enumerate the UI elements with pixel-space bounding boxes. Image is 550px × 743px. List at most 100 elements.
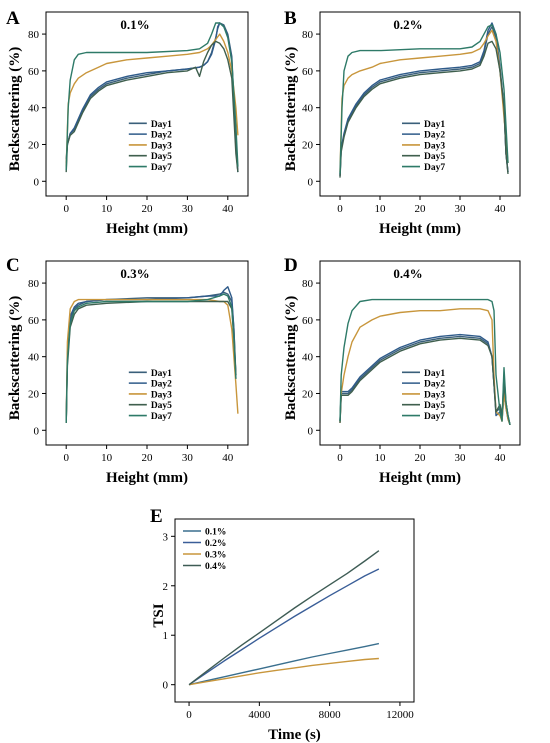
series-line-day2 (65, 286, 237, 423)
x-tick-label: 30 (182, 203, 194, 215)
legend-label: Day3 (151, 141, 172, 151)
plot-frame (174, 518, 415, 703)
legend-label: 0.4% (205, 562, 226, 572)
panel-e: 0 4000 8000 12000 0 1 2 3 Time (s) TSI E 0.1%0.2% 0.… (150, 506, 415, 743)
y-tick-label: 20 (28, 388, 40, 400)
plot-frame (45, 260, 249, 446)
x-tick-label: 0 (63, 203, 69, 215)
y-tick-label: 60 (28, 66, 40, 78)
y-tick-label: 20 (28, 139, 40, 151)
y-axis-label: Backscattering (%) (283, 296, 299, 421)
series-group (339, 298, 511, 426)
series-line-day5 (339, 40, 509, 178)
y-axis-label: TSI (151, 603, 167, 627)
legend-label: Day7 (151, 412, 172, 422)
x-tick-label: 20 (142, 203, 154, 215)
y-axis-label: Backscattering (%) (283, 47, 299, 172)
y-tick-label: 0 (308, 425, 314, 437)
series-line-day1 (65, 291, 237, 423)
x-tick-label: 40 (495, 452, 507, 464)
series-line-02 (188, 568, 380, 686)
series-line-day3 (65, 33, 239, 167)
series-line-day2 (339, 22, 509, 176)
panel-letter: E (150, 506, 163, 527)
legend-label: Day3 (151, 390, 172, 400)
x-tick-label: 10 (375, 452, 387, 464)
series-group (65, 286, 239, 423)
legend-label: 0.3% (205, 551, 226, 561)
panel-title: 0.1% (120, 17, 149, 32)
y-tick-label: 3 (163, 531, 169, 543)
series-group (65, 22, 239, 173)
y-tick-label: 20 (302, 139, 314, 151)
plot-frame (45, 11, 249, 197)
x-tick-label: 40 (495, 203, 507, 215)
series-line-01 (188, 642, 380, 686)
panel-a: 0 10 20 30 40 0 20 40 60 80 Height (mm) Backscatter… (6, 8, 249, 237)
legend-label: Day2 (151, 380, 172, 390)
x-axis-label: Height (mm) (106, 470, 188, 486)
y-tick-label: 0 (163, 680, 169, 692)
x-tick-label: 0 (337, 203, 343, 215)
x-axis-label: Height (mm) (106, 221, 188, 237)
y-tick-label: 40 (28, 103, 40, 115)
panel-letter: A (6, 8, 20, 29)
panel-title: 0.2% (393, 17, 422, 32)
legend-label: 0.1% (205, 528, 226, 538)
legend-label: Day7 (424, 412, 445, 422)
x-tick-label: 0 (337, 452, 343, 464)
series-group (339, 22, 509, 178)
series-line-day7 (65, 293, 237, 423)
plot-frame (319, 11, 521, 197)
y-tick-label: 2 (163, 581, 169, 593)
panel-letter: D (284, 255, 298, 276)
x-tick-label: 20 (142, 452, 154, 464)
legend-label: Day5 (151, 401, 172, 411)
x-tick-label: 12000 (386, 709, 414, 721)
y-tick-label: 20 (302, 388, 314, 400)
legend-label: Day3 (424, 390, 445, 400)
x-tick-label: 10 (101, 452, 113, 464)
x-tick-label: 0 (186, 709, 192, 721)
x-tick-label: 30 (182, 452, 194, 464)
x-tick-label: 40 (222, 203, 234, 215)
legend-label: Day7 (424, 163, 445, 173)
series-line-day7 (339, 24, 509, 174)
legend-label: Day3 (424, 141, 445, 151)
legend-label: Day2 (424, 131, 445, 141)
x-axis-label: Height (mm) (379, 221, 461, 237)
legend-label: Day5 (151, 152, 172, 162)
y-tick-label: 0 (34, 425, 40, 437)
panel-letter: B (284, 8, 297, 29)
y-tick-label: 0 (308, 176, 314, 188)
legend-label: Day5 (424, 401, 445, 411)
legend-label: 0.2% (205, 539, 226, 549)
series-line-day3 (65, 298, 239, 423)
y-tick-label: 40 (302, 103, 314, 115)
panel-title: 0.4% (393, 266, 422, 281)
series-line-day3 (339, 29, 509, 173)
y-tick-label: 80 (302, 29, 314, 41)
legend-label: Day1 (151, 120, 172, 130)
y-tick-label: 60 (302, 315, 314, 327)
legend-label: Day5 (424, 152, 445, 162)
x-tick-label: 30 (455, 452, 467, 464)
legend-label: Day1 (151, 369, 172, 379)
x-tick-label: 10 (375, 203, 387, 215)
x-tick-label: 20 (415, 203, 427, 215)
legend-label: Day1 (424, 120, 445, 130)
x-tick-label: 20 (415, 452, 427, 464)
x-tick-label: 40 (222, 452, 234, 464)
panel-title: 0.3% (120, 266, 149, 281)
y-tick-label: 80 (28, 29, 40, 41)
y-tick-label: 1 (163, 630, 169, 642)
x-axis-label: Time (s) (268, 727, 321, 743)
y-tick-label: 0 (34, 176, 40, 188)
y-tick-label: 80 (302, 278, 314, 290)
series-line-day5 (65, 40, 239, 173)
y-tick-label: 40 (28, 352, 40, 364)
series-line-day7 (339, 298, 511, 425)
panel-d: 0 10 20 30 40 0 20 40 60 80 Height (mm) Backscatter… (283, 255, 521, 486)
panel-b: 0 10 20 30 40 0 20 40 60 80 Height (mm) Backscatter… (283, 8, 521, 237)
